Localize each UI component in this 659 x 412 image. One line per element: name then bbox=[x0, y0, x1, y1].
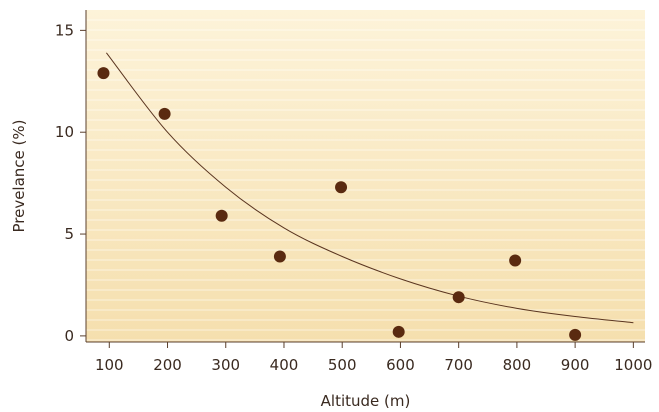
data-point bbox=[335, 181, 348, 194]
y-tick-label: 15 bbox=[55, 21, 74, 39]
x-tick-label: 300 bbox=[211, 356, 240, 374]
data-point bbox=[452, 291, 465, 304]
x-tick-label: 200 bbox=[153, 356, 182, 374]
x-tick-label: 500 bbox=[328, 356, 357, 374]
data-point bbox=[215, 209, 228, 222]
data-point bbox=[273, 250, 286, 263]
data-point bbox=[158, 107, 171, 120]
x-tick-label: 100 bbox=[95, 356, 124, 374]
background-bands bbox=[86, 19, 645, 341]
y-tick-label: 10 bbox=[55, 123, 74, 141]
x-tick-label: 1000 bbox=[614, 356, 652, 374]
x-axis-ticks: 100 200 300 400 500 600 700 800 900 1000 bbox=[95, 342, 652, 374]
x-axis-label: Altitude (m) bbox=[321, 392, 411, 410]
y-axis-ticks: 0 5 10 15 bbox=[55, 21, 86, 345]
data-point bbox=[569, 328, 582, 341]
x-tick-label: 400 bbox=[270, 356, 299, 374]
data-points bbox=[97, 67, 582, 341]
y-axis-label: Prevelance (%) bbox=[10, 119, 28, 232]
x-tick-label: 900 bbox=[561, 356, 590, 374]
y-tick-label: 0 bbox=[64, 327, 74, 345]
y-tick-label: 5 bbox=[64, 225, 74, 243]
data-point bbox=[392, 325, 405, 338]
x-tick-label: 700 bbox=[444, 356, 473, 374]
x-tick-label: 800 bbox=[503, 356, 532, 374]
data-point bbox=[509, 254, 522, 267]
x-tick-label: 600 bbox=[386, 356, 415, 374]
plot-background bbox=[86, 10, 645, 342]
data-point bbox=[97, 67, 110, 80]
trendline bbox=[106, 52, 634, 324]
